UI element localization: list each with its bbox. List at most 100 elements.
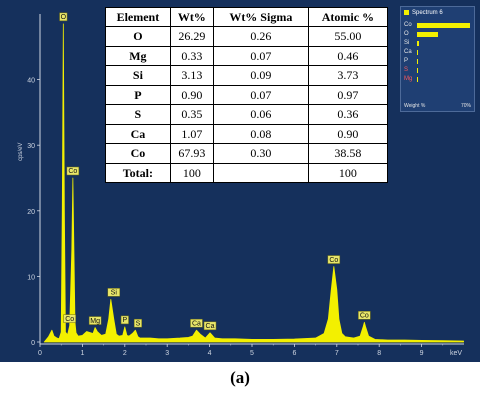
header-atomic: Atomic % <box>307 7 389 27</box>
table-row-total: Total: 100 100 <box>105 162 389 183</box>
x-tick-label: 4 <box>208 350 212 357</box>
cell-wt-sigma: 0.09 <box>212 65 309 86</box>
y-tick-label: 0 <box>31 340 35 347</box>
header-element: Element <box>105 7 171 27</box>
peak-label-box <box>66 166 80 176</box>
legend-title-text: Spectrum 6 <box>412 10 443 17</box>
peak-label-text: Co <box>360 313 369 320</box>
quantification-table: Element Wt% Wt% Sigma Atomic % O 26.29 0… <box>105 7 389 183</box>
cell-element: Ca <box>105 123 171 144</box>
cell-wt-sigma <box>212 162 309 183</box>
cell-element: O <box>105 26 171 47</box>
peak-label-text: O <box>61 14 67 21</box>
table-row: O 26.29 0.26 55.00 <box>105 26 389 47</box>
peak-label-text: Co <box>65 316 74 323</box>
legend-axis-label: Weight % <box>404 103 426 109</box>
header-wt-sigma: Wt% Sigma <box>212 7 309 27</box>
table-row: Co 67.93 0.30 38.58 <box>105 143 389 164</box>
legend-element-label: Si <box>404 40 410 46</box>
legend-weight-bar <box>417 32 438 37</box>
peak-label-text: Co <box>68 168 77 175</box>
header-wt: Wt% <box>169 7 214 27</box>
spectrum-plot-panel: 0 1 2 3 4 5 6 7 8 9 keV 0 10 20 30 40 cps/eV O Co Si P S Mg Co… <box>0 0 480 362</box>
cell-wt-sigma: 0.30 <box>212 143 309 164</box>
cell-wt-sigma: 0.08 <box>212 123 309 144</box>
cell-wt: 67.93 <box>169 143 214 164</box>
x-axis-label: keV <box>450 350 462 357</box>
legend-element-label: Mg <box>404 76 413 82</box>
peak-label-box <box>107 288 121 297</box>
chart-axes: 0 1 2 3 4 5 6 7 8 9 keV 0 10 20 30 40 cps/eV <box>18 14 464 357</box>
x-tick-label: 6 <box>292 350 296 357</box>
cell-wt-sigma: 0.06 <box>212 104 309 125</box>
peak-label-text: Ca <box>206 323 215 330</box>
y-tick-label: 30 <box>27 143 35 150</box>
cell-element: Total: <box>105 162 171 183</box>
peak-label-text: Co <box>329 257 338 264</box>
cell-wt-sigma: 0.26 <box>212 26 309 47</box>
table-header-row: Element Wt% Wt% Sigma Atomic % <box>105 7 389 27</box>
peak-label-box <box>133 318 142 328</box>
x-tick-label: 9 <box>420 350 424 357</box>
legend-weight-bar <box>417 41 420 46</box>
cell-element: Mg <box>105 45 171 66</box>
y-axis-label: cps/eV <box>18 143 24 161</box>
peak-label-box <box>88 316 102 325</box>
legend-element-label: Co <box>404 22 412 28</box>
cell-atomic: 100 <box>307 162 389 183</box>
cell-atomic: 0.90 <box>307 123 389 144</box>
cell-wt-sigma: 0.07 <box>212 84 309 105</box>
quantification-table-box: Element Wt% Wt% Sigma Atomic % O 26.29 0… <box>105 7 389 183</box>
y-tick-label: 40 <box>27 78 35 85</box>
table-row: Ca 1.07 0.08 0.90 <box>105 123 389 144</box>
y-tick-label: 20 <box>27 209 35 216</box>
spectrum-series-layer <box>43 23 464 343</box>
cell-wt-sigma: 0.07 <box>212 45 309 66</box>
peak-label-box <box>358 311 371 320</box>
cell-atomic: 0.97 <box>307 84 389 105</box>
peak-label: Co <box>63 314 76 323</box>
cell-atomic: 0.46 <box>307 45 389 66</box>
x-tick-label: 0 <box>38 350 42 357</box>
x-tick-label: 5 <box>250 350 254 357</box>
peak-label-box <box>203 321 217 331</box>
legend-element-label: O <box>404 31 409 37</box>
cell-atomic: 38.58 <box>307 143 389 164</box>
cell-wt: 0.33 <box>169 45 214 66</box>
spectrum-swatch-icon <box>404 10 409 15</box>
cell-atomic: 0.36 <box>307 104 389 125</box>
peak-label-box <box>63 314 76 323</box>
table-row: Mg 0.33 0.07 0.46 <box>105 45 389 66</box>
spectrum-legend-panel: Spectrum 6 Co O Si Ca P S Mg Weight % 70% <box>400 6 475 112</box>
cell-element: Co <box>105 143 171 164</box>
peak-label-box <box>59 12 68 22</box>
x-tick-label: 1 <box>80 350 84 357</box>
cell-wt: 26.29 <box>169 26 214 47</box>
legend-weight-bar <box>417 23 471 28</box>
peak-label: Ca <box>203 321 217 331</box>
peak-label-text: Mg <box>90 318 100 325</box>
cell-wt: 1.07 <box>169 123 214 144</box>
legend-element-label: Ca <box>404 49 412 55</box>
legend-axis-max: 70% <box>460 103 471 109</box>
y-tick-label: 10 <box>27 274 35 281</box>
x-tick-label: 8 <box>377 350 381 357</box>
cell-wt: 0.90 <box>169 84 214 105</box>
cell-atomic: 3.73 <box>307 65 389 86</box>
legend-weight-bar <box>417 50 418 55</box>
peak-label: O <box>59 12 68 22</box>
table-row: P 0.90 0.07 0.97 <box>105 84 389 105</box>
peak-label: Mg <box>88 316 102 325</box>
peak-label-box <box>327 255 341 264</box>
legend-weight-bar <box>417 68 418 73</box>
peak-label-box <box>190 318 203 328</box>
legend-title: Spectrum 6 <box>404 10 443 16</box>
peak-label: Co <box>66 166 80 176</box>
peak-label: P <box>120 315 129 325</box>
x-tick-label: 3 <box>165 350 169 357</box>
x-tick-label: 2 <box>123 350 127 357</box>
cell-atomic: 55.00 <box>307 26 389 47</box>
peak-label: S <box>133 318 142 328</box>
